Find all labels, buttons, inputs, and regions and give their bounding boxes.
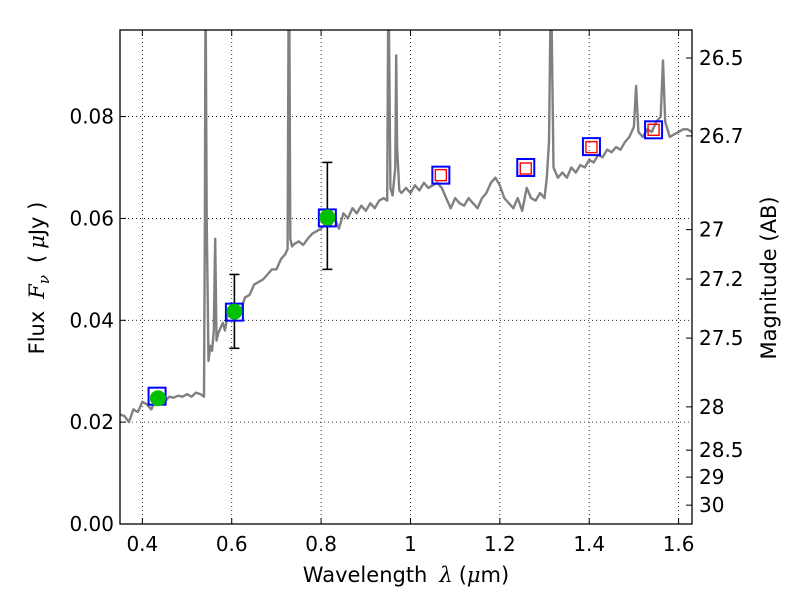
model-photometry-square — [581, 137, 601, 157]
magnitude-tick-label: 28 — [699, 395, 724, 419]
magnitude-tick-label: 28.5 — [699, 438, 744, 462]
magnitude-tick-label: 27.2 — [699, 267, 744, 291]
y-tick-label: 0.08 — [69, 105, 114, 129]
magnitude-tick-label: 26.7 — [699, 124, 744, 148]
y-axis-label: FluxFν(μJy ) — [25, 202, 53, 355]
magnitude-tick-label: 29 — [699, 465, 724, 489]
model-photometry-square — [516, 158, 536, 178]
y-tick-label: 0.04 — [69, 308, 114, 332]
magnitude-tick-label: 27.5 — [699, 326, 744, 350]
sed-series — [120, 30, 692, 424]
model-photometry-square — [431, 165, 451, 185]
x-tick-label: 1.6 — [663, 532, 695, 556]
upper-limit-square — [647, 123, 660, 137]
magnitude-tick-label: 26.5 — [699, 46, 744, 70]
x-tick-label: 0.8 — [305, 532, 337, 556]
magnitude-axis-ticks: 26.5 26.7 27 27.2 27.5 28 28.5 29 30 — [686, 46, 744, 517]
y-tick-label: 0.02 — [69, 410, 114, 434]
sed-line — [120, 30, 692, 424]
magnitude-tick-label: 30 — [699, 493, 724, 517]
upper-limit-square — [434, 168, 448, 182]
x-tick-label: 0.4 — [126, 532, 158, 556]
model-photometry-square — [644, 120, 664, 140]
upper-limit-square — [519, 162, 532, 175]
x-tick-label: 1.4 — [573, 532, 605, 556]
upper-limit-square — [585, 140, 598, 154]
y-tick-label: 0.00 — [69, 512, 114, 536]
plot-frame — [119, 29, 693, 525]
y-axis-ticks: 0.00 0.02 0.04 0.06 0.08 — [69, 105, 126, 536]
x-axis-ticks: 0.4 0.6 0.8 1 1.2 1.4 1.6 — [126, 30, 695, 556]
y-tick-label: 0.06 — [69, 206, 114, 230]
observed-flux-point — [149, 390, 166, 407]
x-tick-label: 1.2 — [484, 532, 516, 556]
x-tick-label: 0.6 — [216, 532, 248, 556]
observed-flux-point — [226, 303, 243, 320]
magnitude-axis-label: Magnitude (AB) — [757, 196, 781, 359]
magnitude-tick-label: 27 — [699, 218, 724, 242]
photometry-markers — [147, 120, 664, 407]
observed-flux-point — [319, 209, 336, 226]
x-tick-label: 1 — [404, 532, 417, 556]
x-axis-label: Wavelength λ (μm) — [303, 563, 509, 587]
